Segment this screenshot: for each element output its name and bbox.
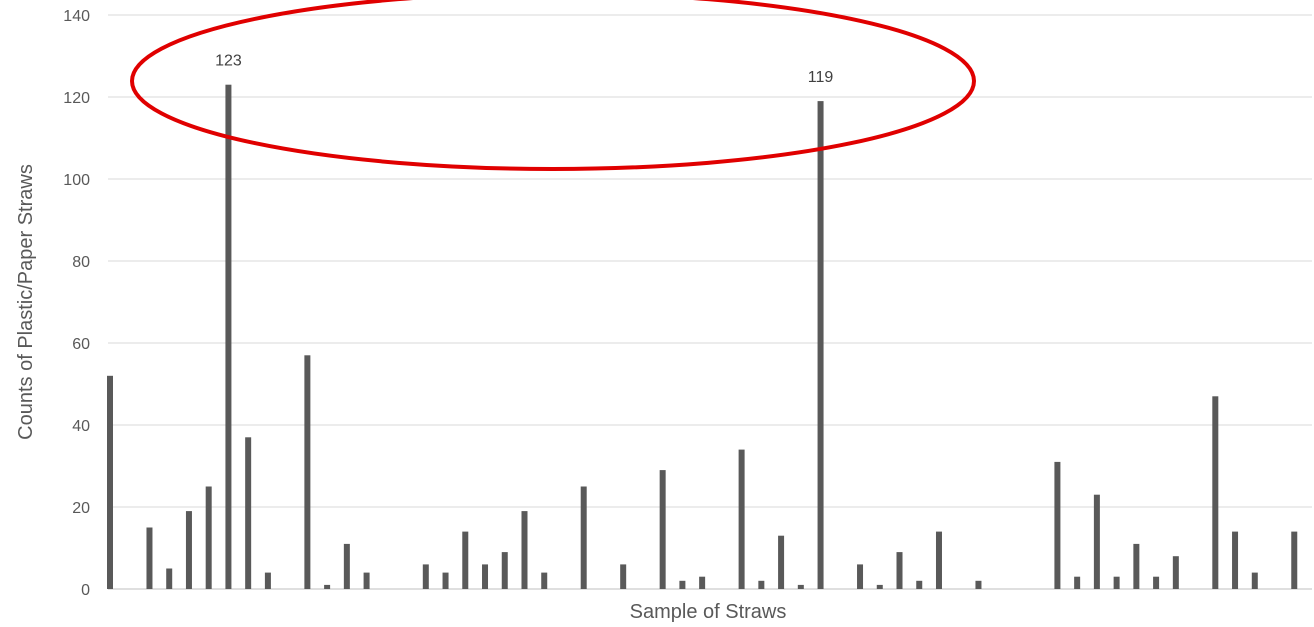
y-tick-label: 40 [72,418,90,435]
bar [797,584,804,589]
bar [876,584,883,589]
bar [679,580,686,589]
y-axis-title: Counts of Plastic/Paper Straws [15,164,37,440]
bar [1232,531,1239,589]
bar [264,572,271,589]
bar [205,486,212,589]
bar [363,572,370,589]
bar [817,101,824,589]
bar [778,535,785,589]
bars [107,84,1298,589]
bar [107,375,113,589]
bar [422,564,429,589]
bar [1251,572,1258,589]
bar [857,564,864,589]
bar [758,580,765,589]
bar [1113,576,1120,589]
y-axis-ticks: 0 20 40 60 80 100 120 140 [63,8,90,599]
bar [185,511,192,589]
y-tick-label: 120 [63,90,90,107]
bar [916,580,923,589]
bar [659,470,666,589]
bar [1291,531,1298,589]
bar [146,527,153,589]
y-tick-label: 20 [72,500,90,517]
bar [245,437,252,589]
bar [541,572,548,589]
y-tick-label: 60 [72,336,90,353]
bar [462,531,469,589]
bar [304,355,311,589]
data-labels: 123 119 [215,53,833,86]
bar [1153,576,1160,589]
bar [935,531,942,589]
y-tick-label: 0 [81,582,90,599]
bar [699,576,706,589]
bar [1074,576,1081,589]
y-tick-label: 80 [72,254,90,271]
bar [1093,494,1100,589]
bar [1212,396,1219,589]
bar [482,564,489,589]
x-axis-title: Sample of Straws [630,601,787,623]
bar [501,552,508,589]
bar [1172,556,1179,589]
bar [166,568,173,589]
data-label: 119 [808,69,834,86]
bar [620,564,627,589]
bar [225,84,232,589]
bar [896,552,903,589]
highlight-ellipse [130,0,976,171]
gridlines [108,14,1312,590]
bar [521,511,528,589]
data-label: 123 [215,53,242,70]
y-tick-label: 100 [63,172,90,189]
bar [442,572,449,589]
bar [580,486,587,589]
bar [324,584,331,589]
bar [975,580,982,589]
bar [343,543,350,589]
bar [1133,543,1140,589]
bar [738,449,745,589]
bar [1054,461,1061,589]
y-tick-label: 140 [63,8,90,25]
